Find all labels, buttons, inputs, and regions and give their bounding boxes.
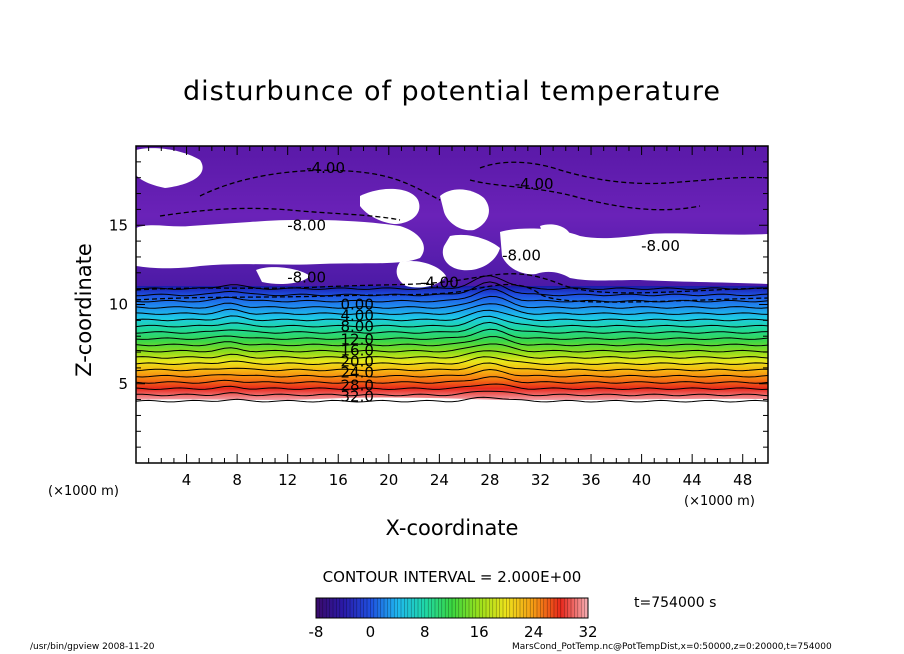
contour-line <box>136 328 768 341</box>
contour-line <box>136 309 768 322</box>
contour-line <box>136 336 768 347</box>
contour-label: 0.00 <box>340 296 373 314</box>
contour-label: 16.0 <box>340 341 373 359</box>
footer-left: /usr/bin/gpview 2008-11-20 <box>30 642 155 652</box>
contour-line <box>136 362 768 372</box>
y-tick-label: 5 <box>118 375 128 393</box>
contour-label: -8.00 <box>641 237 680 255</box>
contour-line <box>136 356 768 366</box>
undefined-regions <box>136 148 768 288</box>
x-unit-right: (×1000 m) <box>684 494 755 509</box>
contour-line <box>136 383 768 391</box>
contour-line <box>136 350 768 359</box>
contour-label: -4.00 <box>306 159 345 177</box>
bottom-boundary <box>136 397 768 463</box>
x-axis-label: X-coordinate <box>385 516 519 540</box>
y-axis-label: Z-coordinate <box>72 243 96 377</box>
colorbar-tick-label: 32 <box>578 623 597 641</box>
x-tick-label: 8 <box>232 471 242 489</box>
contour-label: 24.0 <box>340 364 373 382</box>
x-tick-label: 4 <box>182 471 192 489</box>
x-tick-label: 12 <box>278 471 297 489</box>
colorbar-tick-label: 16 <box>470 623 489 641</box>
contour-label: 32.0 <box>340 387 373 405</box>
y-tick-label: 10 <box>109 296 128 314</box>
contour-interval-label: CONTOUR INTERVAL = 2.000E+00 <box>322 568 582 586</box>
contour-line <box>136 368 768 378</box>
x-tick-label: 16 <box>329 471 348 489</box>
colorbar-stripes <box>319 598 585 618</box>
contour-line <box>136 376 768 384</box>
contour-label: -8.00 <box>287 269 326 287</box>
x-tick-label: 32 <box>531 471 550 489</box>
x-unit-left: (×1000 m) <box>48 484 119 499</box>
contour-label: 28.0 <box>340 376 373 394</box>
colorbar-tick-labels: -8 0 8 16 24 32 <box>309 623 598 641</box>
contour-line <box>136 281 768 297</box>
x-tick-label: 20 <box>379 471 398 489</box>
contour-line <box>136 275 768 290</box>
contour-labels: -4.00 -4.00 -8.00 -8.00 -8.00 -8.00 -4.00 0.004… <box>287 159 680 405</box>
dashed-negative-contours <box>136 161 768 303</box>
contour-label: 4.00 <box>340 307 373 325</box>
contour-line <box>136 315 768 328</box>
chart-title: disturbunce of potential temperature <box>183 76 721 107</box>
contour-line <box>136 303 768 315</box>
contour-label: -4.00 <box>515 175 554 193</box>
colorbar-tick-label: -8 <box>309 623 324 641</box>
colorbar-tick-label: 0 <box>366 623 376 641</box>
contour-label: -8.00 <box>502 246 541 264</box>
contour-label: 12.0 <box>340 330 373 348</box>
contour-field <box>136 146 768 463</box>
x-tick-label: 44 <box>683 471 702 489</box>
x-tick-label: 24 <box>430 471 449 489</box>
x-tick-label: 40 <box>632 471 651 489</box>
x-tick-label: 48 <box>733 471 752 489</box>
x-tick-label: 28 <box>480 471 499 489</box>
time-label: t=754000 s <box>634 595 717 611</box>
contour-line <box>136 321 768 334</box>
y-tick-label: 15 <box>109 216 128 234</box>
contour-label: 20.0 <box>340 353 373 371</box>
colorbar-tick-label: 24 <box>524 623 543 641</box>
contour-label: 8.00 <box>340 318 373 336</box>
footer-right: MarsCond_PotTemp.nc@PotTempDist,x=0:5000… <box>512 642 832 652</box>
contour-line <box>136 390 768 397</box>
contour-lines <box>136 275 768 403</box>
contour-line <box>136 343 768 353</box>
colorbar-tick-label: 8 <box>420 623 430 641</box>
contour-line <box>136 295 768 309</box>
x-tick-label: 36 <box>581 471 600 489</box>
contour-label: -8.00 <box>287 216 326 234</box>
contour-label: -4.00 <box>420 273 459 291</box>
contour-line <box>136 396 768 403</box>
